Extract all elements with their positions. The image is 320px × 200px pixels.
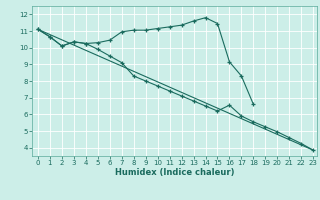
- X-axis label: Humidex (Indice chaleur): Humidex (Indice chaleur): [115, 168, 234, 177]
